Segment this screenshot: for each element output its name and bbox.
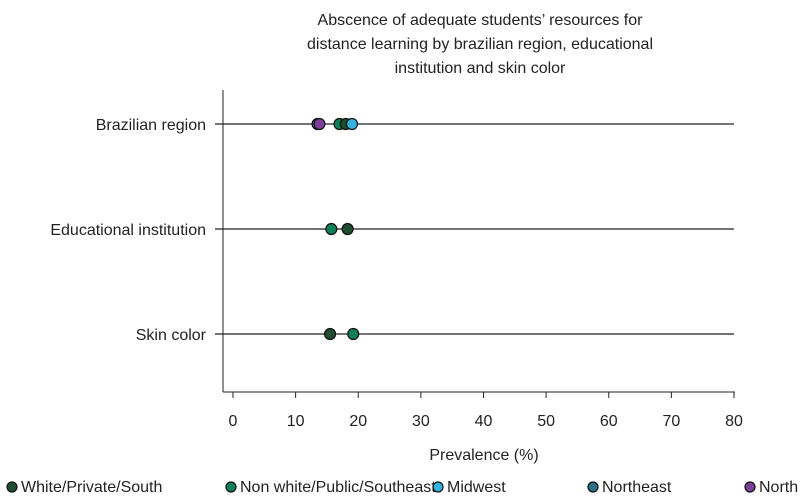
x-tick-label: 10: [287, 413, 305, 430]
x-tick-label: 70: [662, 413, 680, 430]
category-rows: Brazilian region Educational institution S…: [50, 117, 734, 344]
x-axis-label: Prevalence (%): [429, 447, 538, 464]
legend-marker: [744, 481, 756, 493]
legend-label: Northeast: [602, 479, 672, 496]
x-tick-label: 40: [475, 413, 493, 430]
legend-marker: [587, 481, 599, 493]
legend-marker: [6, 481, 18, 493]
chart-title-line-3: institution and skin color: [395, 60, 566, 77]
legend: White/Private/South Non white/Public/Sout…: [6, 479, 798, 496]
legend-label: North: [759, 479, 798, 496]
x-tick-label: 0: [229, 413, 238, 430]
legend-marker: [225, 481, 237, 493]
legend-label: Midwest: [447, 479, 506, 496]
chart-title-line-2: distance learning by brazilian region, e…: [307, 36, 653, 53]
x-tick-label: 30: [412, 413, 430, 430]
data-point: [347, 327, 360, 341]
data-point: [325, 222, 338, 236]
legend-marker: [432, 481, 444, 493]
x-tick-label: 80: [725, 413, 743, 430]
data-point: [313, 117, 326, 131]
axes: 0 10 20 30 40 50 60 70 80: [222, 90, 743, 430]
legend-label: Non white/Public/Southeast: [240, 479, 436, 496]
x-tick-label: 20: [349, 413, 367, 430]
category-label: Skin color: [136, 327, 207, 344]
x-tick-label: 50: [537, 413, 555, 430]
data-points: [311, 117, 360, 341]
chart-title-line-1: Abscence of adequate students’ resources…: [318, 12, 644, 29]
data-point: [341, 222, 354, 236]
data-point: [345, 117, 359, 131]
legend-label: White/Private/South: [21, 479, 162, 496]
category-label: Educational institution: [50, 222, 206, 239]
chart-title: Abscence of adequate students’ resources…: [307, 12, 653, 77]
x-tick-label: 60: [600, 413, 618, 430]
category-label: Brazilian region: [96, 117, 206, 134]
data-point: [323, 327, 337, 341]
